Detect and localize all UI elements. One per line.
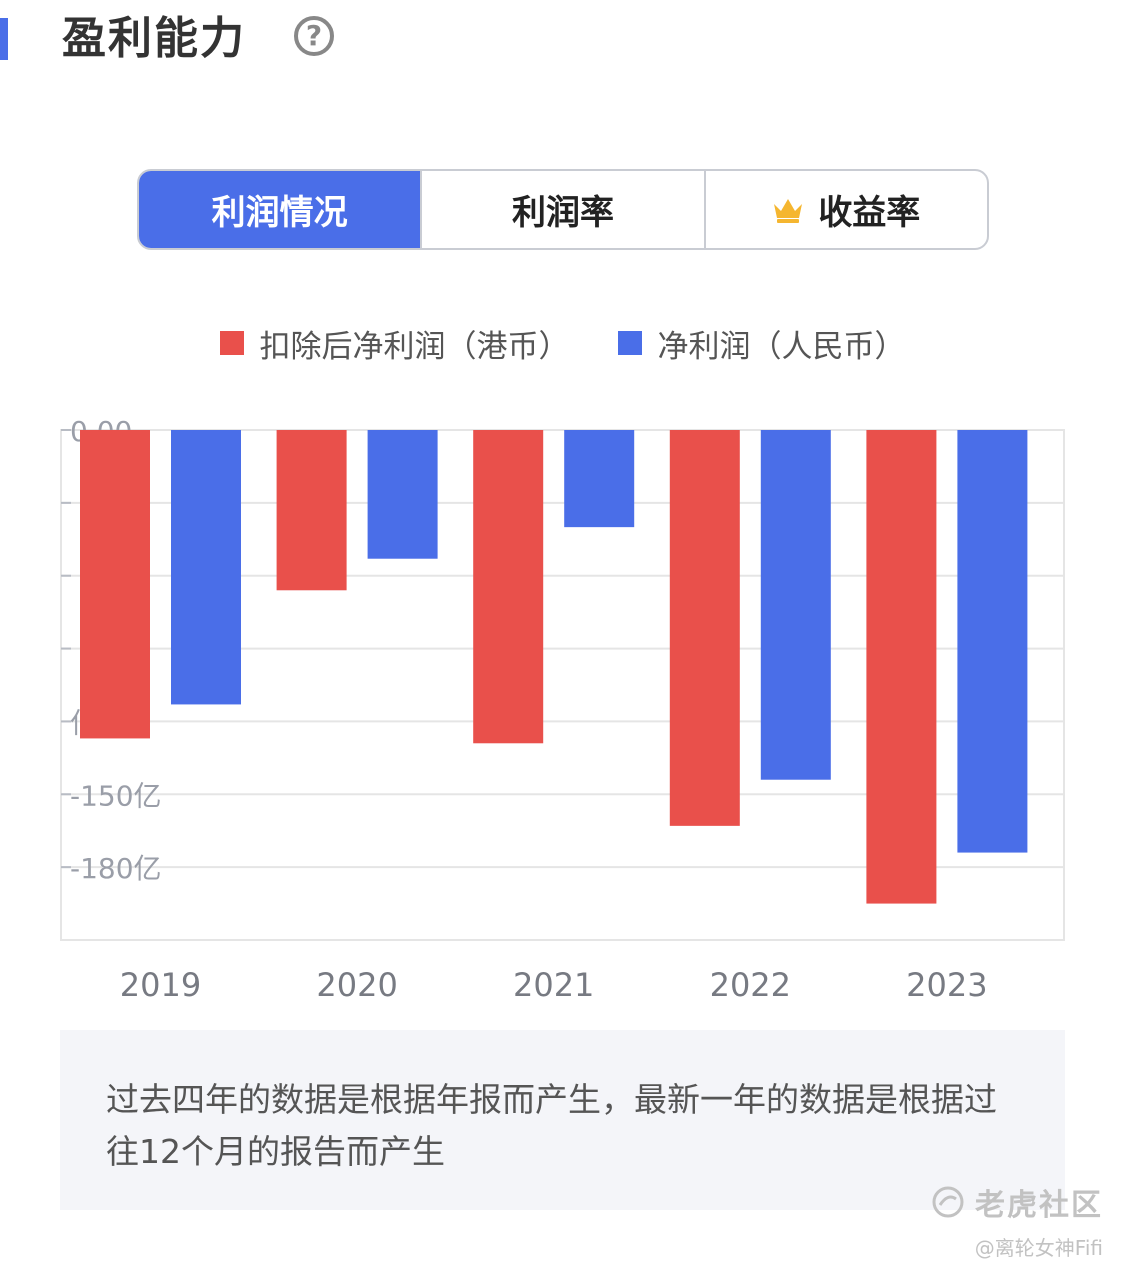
bar-hkd-2023 [866, 430, 937, 904]
x-tick-label: 2019 [120, 966, 201, 1004]
y-tick-label: -180亿 [70, 852, 162, 885]
x-tick-label: 2022 [710, 966, 791, 1004]
legend-swatch-blue [617, 331, 642, 355]
x-tick-label: 2023 [906, 966, 987, 1004]
legend-item-hkd[interactable]: 扣除后净利润（港币） [219, 321, 570, 366]
legend-swatch-red [219, 331, 244, 355]
legend-label-hkd: 扣除后净利润（港币） [259, 328, 570, 365]
x-tick-label: 2021 [513, 966, 594, 1004]
legend-label-rmb: 净利润（人民币） [657, 328, 906, 365]
chart-legend: 扣除后净利润（港币） 净利润（人民币） [0, 316, 1125, 370]
help-icon[interactable]: ? [294, 16, 334, 56]
title-accent-bar [0, 18, 8, 60]
watermark: 老虎社区 @离轮女神Fifi [931, 1180, 1103, 1261]
tab-profit[interactable]: 利润情况 [139, 171, 421, 248]
tab-profit-margin-label: 利润率 [511, 193, 614, 233]
tab-profit-margin[interactable]: 利润率 [420, 171, 703, 248]
bar-rmb-2022 [760, 430, 831, 780]
y-tick-label: -150亿 [70, 779, 162, 812]
metric-tabs: 利润情况 利润率 收益率 [137, 169, 989, 250]
legend-item-rmb[interactable]: 净利润（人民币） [617, 321, 906, 366]
tiger-logo-icon [932, 1186, 964, 1218]
section-title: 盈利能力 [62, 13, 246, 64]
bar-hkd-2020 [276, 430, 347, 591]
bar-hkd-2021 [473, 430, 544, 744]
bar-rmb-2021 [564, 430, 635, 528]
tab-return-rate-label: 收益率 [818, 193, 921, 233]
bar-rmb-2020 [367, 430, 438, 559]
x-tick-label: 2020 [316, 966, 397, 1004]
tab-profit-label: 利润情况 [211, 193, 348, 233]
bar-hkd-2022 [669, 430, 740, 826]
bar-rmb-2019 [171, 430, 241, 705]
bar-hkd-2019 [80, 430, 150, 739]
crown-icon [772, 196, 804, 224]
watermark-logo-text: 老虎社区 [975, 1188, 1103, 1223]
watermark-user: @离轮女神Fifi [974, 1236, 1103, 1260]
tab-return-rate[interactable]: 收益率 [703, 171, 987, 248]
bar-rmb-2023 [957, 430, 1028, 853]
data-source-note: 过去四年的数据是根据年报而产生，最新一年的数据是根据过往12个月的报告而产生 [60, 1030, 1065, 1210]
